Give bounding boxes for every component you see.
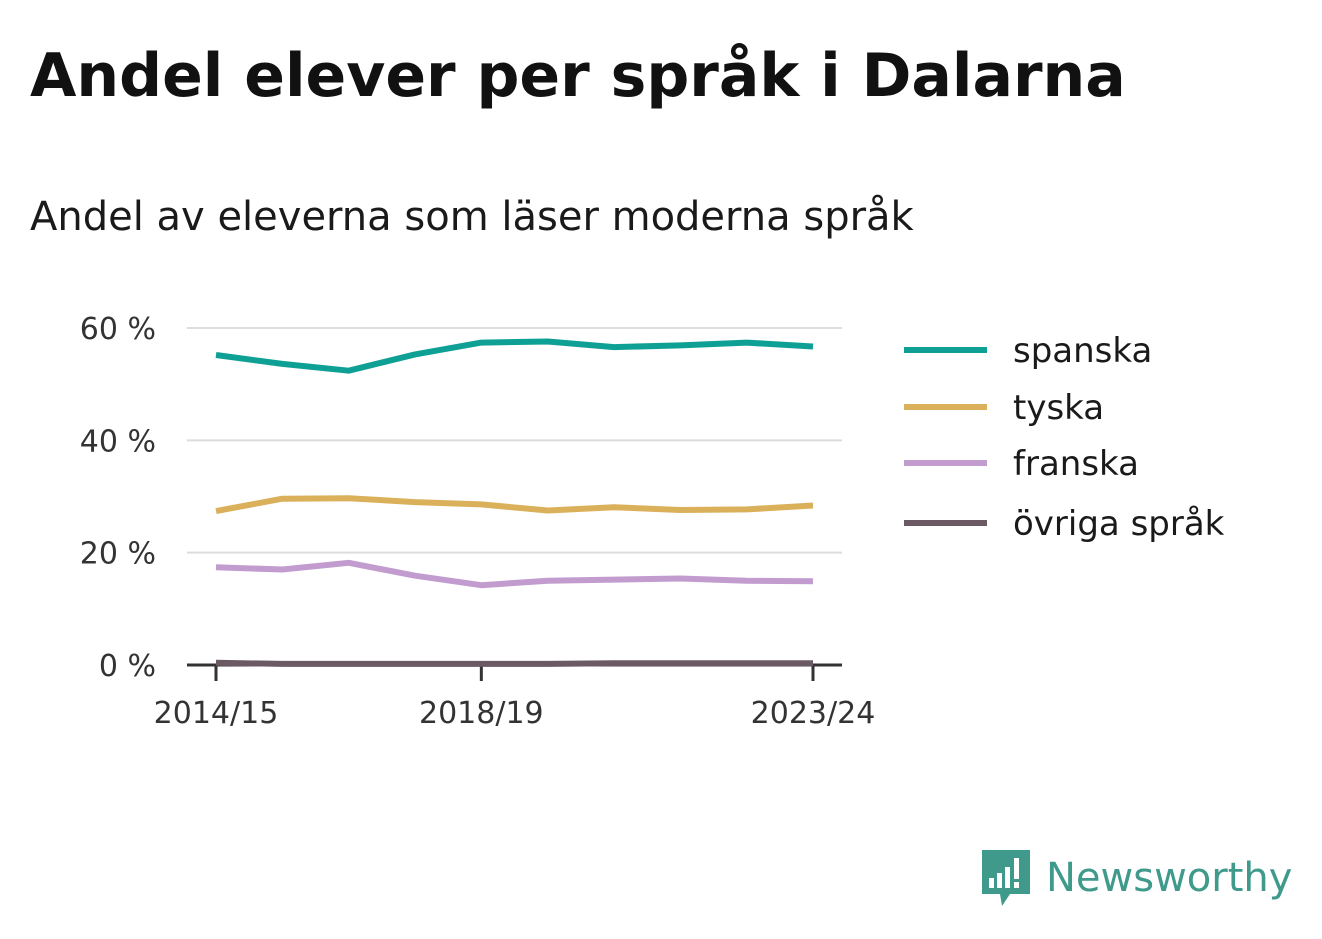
- legend-label: franska: [1013, 444, 1139, 484]
- y-tick-label: 0 %: [99, 649, 156, 684]
- legend: spanska tyska franska övriga språk: [904, 331, 1225, 544]
- legend-label: övriga språk: [1013, 504, 1225, 544]
- newsworthy-logo-icon: [982, 850, 1030, 906]
- brand-logo: Newsworthy: [980, 848, 1292, 908]
- series-lines: [215, 338, 814, 667]
- series-line-0: [215, 338, 814, 374]
- series-line-1: [215, 495, 814, 515]
- axes: 0 % 20 % 40 % 60 % 2014/15 2018/19 2023/24: [80, 312, 876, 731]
- x-tick-label: 2023/24: [751, 696, 876, 731]
- chart-subtitle: Andel av eleverna som läser moderna språ…: [30, 194, 914, 240]
- series-line-3: [215, 659, 813, 667]
- legend-label: spanska: [1013, 331, 1152, 371]
- legend-label: tyska: [1013, 388, 1104, 428]
- x-tick-label: 2014/15: [154, 696, 279, 731]
- chart-title: Andel elever per språk i Dalarna: [30, 41, 1126, 111]
- y-tick-label: 20 %: [80, 537, 156, 572]
- y-tick-label: 40 %: [80, 424, 156, 459]
- x-tick-label: 2018/19: [419, 696, 544, 731]
- series-line-2: [215, 559, 814, 589]
- gridlines: [187, 327, 842, 554]
- brand-name: Newsworthy: [1046, 855, 1293, 901]
- y-tick-label: 60 %: [80, 312, 156, 347]
